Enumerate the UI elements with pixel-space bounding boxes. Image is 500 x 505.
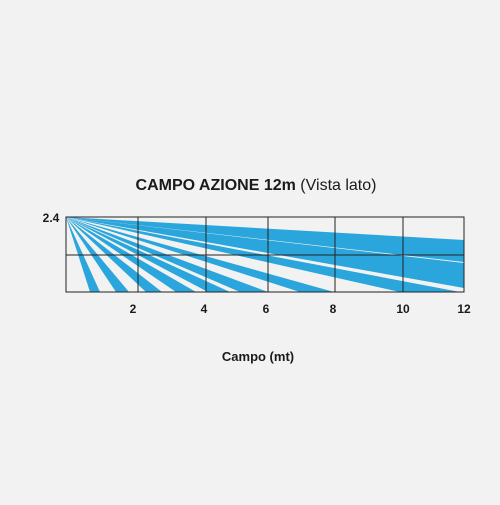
y-label: 2.4 xyxy=(43,211,60,225)
title-normal: (Vista lato) xyxy=(300,177,376,194)
title-bold: CAMPO AZIONE 12m xyxy=(136,177,296,194)
x-tick-label: 12 xyxy=(457,302,471,316)
x-ticks: 2 4 6 8 10 12 xyxy=(130,302,471,316)
title: CAMPO AZIONE 12m (Vista lato) xyxy=(136,177,377,194)
x-axis-label: Campo (mt) xyxy=(222,349,294,364)
grid xyxy=(65,216,465,293)
x-tick-label: 6 xyxy=(263,302,270,316)
beam xyxy=(66,217,464,262)
x-tick-label: 4 xyxy=(201,302,208,316)
x-tick-label: 10 xyxy=(396,302,410,316)
beam xyxy=(66,217,464,288)
x-tick-label: 8 xyxy=(330,302,337,316)
x-tick-label: 2 xyxy=(130,302,137,316)
